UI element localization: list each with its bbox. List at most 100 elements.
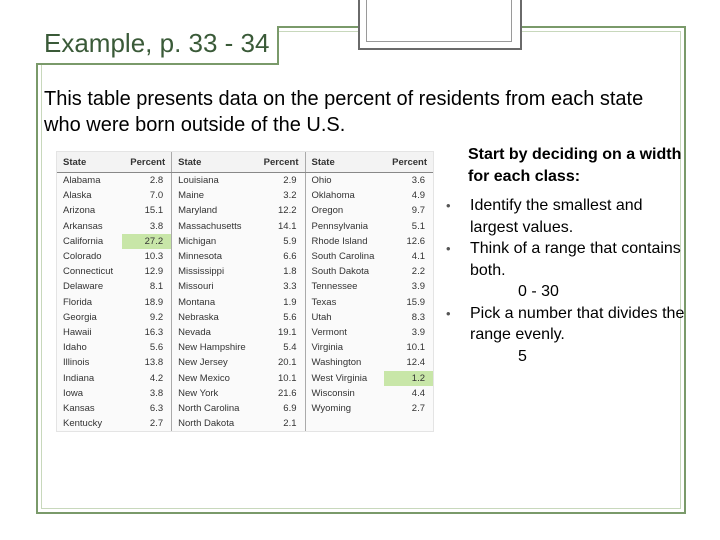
state-cell: Louisiana <box>171 172 256 189</box>
percent-cell: 10.3 <box>144 251 164 263</box>
bullet-text: Identify the smallest and largest values… <box>470 197 643 236</box>
percent-cell: 4.2 <box>149 372 164 384</box>
bullet-answer: 0 - 30 <box>518 283 559 300</box>
state-cell: Washington <box>304 355 384 371</box>
percent-cell: 3.9 <box>411 327 425 339</box>
table-row: Illinois 13.8 New Jersey 20.1 Washington 12.4 <box>57 355 433 371</box>
percent-cell: 20.1 <box>278 357 297 369</box>
bullet-marker: • <box>446 305 451 321</box>
state-cell: Michigan <box>171 233 256 250</box>
table-row: California 27.2 Michigan 5.9 Rhode Island 12.… <box>57 233 433 250</box>
percent-cell: 15.1 <box>144 205 164 217</box>
state-cell: North Dakota <box>171 416 256 432</box>
percent-cell: 27.2 <box>122 233 172 250</box>
percent-cell: 6.9 <box>283 403 297 415</box>
percent-cell: 18.9 <box>144 296 164 308</box>
percent-cell: 8.3 <box>411 311 425 323</box>
percent-cell: 14.1 <box>278 220 297 232</box>
state-cell: Kansas <box>63 403 95 415</box>
percent-cell: 5.6 <box>149 342 164 354</box>
percent-cell: 9.7 <box>411 205 425 217</box>
state-cell: Georgia <box>63 311 97 323</box>
table-row: Indiana 4.2 New Mexico 10.1 West Virginia 1.2 <box>57 370 433 386</box>
table-row: Florida 18.9 Montana 1.9 Texas 15.9 <box>57 294 433 310</box>
percent-cell: 16.3 <box>144 327 164 339</box>
state-cell: Indiana <box>63 372 95 384</box>
percent-cell: 12.6 <box>406 235 426 247</box>
state-cell: Utah <box>304 309 384 326</box>
state-cell: Virginia <box>304 340 384 356</box>
percent-cell: 1.8 <box>283 266 297 278</box>
state-cell: Nevada <box>171 325 256 341</box>
state-cell: Delaware <box>63 281 104 293</box>
state-cell: Oregon <box>304 203 384 219</box>
state-cell: North Carolina <box>171 401 256 417</box>
state-cell: Rhode Island <box>304 233 384 250</box>
percent-cell: 13.8 <box>144 357 164 369</box>
header-cell: State <box>171 152 256 173</box>
percent-cell: 21.6 <box>278 387 297 399</box>
percent-cell: 7.0 <box>149 190 164 202</box>
state-cell: Maine <box>171 188 256 204</box>
state-cell: Iowa <box>63 387 84 399</box>
bullet-text: Pick a number that divides the range eve… <box>470 304 685 344</box>
slide-title: Example, p. 33 - 34 <box>36 26 280 65</box>
percent-cell: 2.7 <box>411 403 425 415</box>
state-cell: Texas <box>304 294 384 310</box>
state-cell: Illinois <box>63 357 90 369</box>
percent-cell: 3.8 <box>149 387 164 399</box>
percent-cell: 5.9 <box>283 235 297 247</box>
percent-cell: 2.8 <box>149 175 164 186</box>
table-body: Alabama 2.8 Louisiana 2.9 Ohio 3.6 Alaska 7.0 Ma… <box>57 172 433 432</box>
percent-cell <box>384 416 433 431</box>
table-row: Georgia 9.2 Nebraska 5.6 Utah 8.3 <box>57 309 433 326</box>
state-cell: Colorado <box>63 251 102 263</box>
state-cell: South Dakota <box>304 264 384 280</box>
state-cell: New Mexico <box>171 370 256 386</box>
state-cell <box>304 416 384 432</box>
table-row: Arkansas 3.8 Massachusetts 14.1 Pennsylvania… <box>57 218 433 234</box>
state-cell: Ohio <box>304 172 384 189</box>
state-cell: Arkansas <box>63 220 103 232</box>
state-cell: Minnesota <box>171 249 256 265</box>
percent-cell: 10.1 <box>406 342 426 354</box>
percent-cell: 19.1 <box>278 327 297 339</box>
percent-cell: 12.4 <box>406 357 426 369</box>
state-cell: Kentucky <box>63 418 103 430</box>
state-cell: Arizona <box>63 205 96 217</box>
percent-cell: 2.7 <box>149 418 164 430</box>
state-cell: Connecticut <box>63 266 114 278</box>
header-cell: Percent <box>122 152 172 173</box>
state-cell: Alaska <box>63 190 92 202</box>
percent-cell: 6.6 <box>283 251 297 263</box>
percent-cell: 2.1 <box>283 418 297 430</box>
state-cell: New York <box>171 385 256 402</box>
percent-cell: 3.2 <box>283 190 297 202</box>
notes: Start by deciding on a width for each cl… <box>446 144 688 367</box>
table-row: Kentucky 2.7 North Dakota 2.1 <box>57 416 433 432</box>
table-row: Iowa 3.8 New York 21.6 Wisconsin 4.4 <box>57 385 433 402</box>
state-cell: Nebraska <box>171 309 256 326</box>
bullet-list: • Identify the smallest and largest value… <box>446 195 688 367</box>
percent-cell: 12.2 <box>278 205 297 217</box>
state-cell: Oklahoma <box>304 188 384 204</box>
table-row: Kansas 6.3 North Carolina 6.9 Wyoming 2.7 <box>57 401 433 417</box>
table-row: Idaho 5.6 New Hampshire 5.4 Virginia 10.1 <box>57 340 433 356</box>
state-cell: Idaho <box>63 342 87 354</box>
state-cell: New Hampshire <box>171 340 256 356</box>
state-cell: West Virginia <box>304 370 384 386</box>
percent-cell: 3.9 <box>411 281 425 293</box>
table-row: Colorado 10.3 Minnesota 6.6 South Carolina 4.… <box>57 249 433 265</box>
intro-text: This table presents data on the percent … <box>44 88 644 136</box>
percent-cell: 4.1 <box>411 251 425 263</box>
percent-cell: 2.9 <box>283 175 297 186</box>
percent-cell: 12.9 <box>144 266 164 278</box>
header-row: State Percent State Percent State Percent <box>57 152 433 173</box>
percent-cell: 6.3 <box>149 403 164 415</box>
state-cell: Hawaii <box>63 327 92 339</box>
percent-cell: 3.8 <box>149 220 164 232</box>
table-row: Connecticut 12.9 Mississippi 1.8 South Dakot… <box>57 264 433 280</box>
bullet-item: • Identify the smallest and largest value… <box>446 195 688 238</box>
percent-cell: 15.9 <box>406 296 426 308</box>
percent-cell: 5.1 <box>411 220 425 232</box>
